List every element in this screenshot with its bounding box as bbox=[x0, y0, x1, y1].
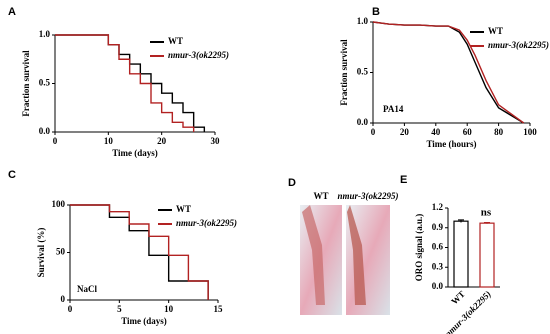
panel-letter: C bbox=[8, 169, 16, 181]
error-bar bbox=[484, 221, 490, 224]
y-axis-label: Survival (%) bbox=[36, 228, 46, 278]
y-tick-label: 0.5 bbox=[39, 78, 51, 88]
panel-letter: A bbox=[8, 6, 16, 18]
x-axis-label: Time (days) bbox=[112, 148, 158, 158]
legend-label: WT bbox=[168, 36, 183, 46]
y-axis-label: Fraction survival bbox=[21, 50, 31, 117]
bar bbox=[479, 222, 495, 288]
survival-curve bbox=[55, 34, 195, 132]
x-tick-label: nmur-3(ok2295) bbox=[443, 289, 493, 334]
x-tick-label: 20 bbox=[400, 127, 410, 137]
y-axis-label: Fraction survival bbox=[339, 39, 349, 106]
error-bar bbox=[458, 219, 464, 223]
x-tick-label: 0 bbox=[371, 127, 376, 137]
legend-label: WT bbox=[176, 204, 191, 214]
x-tick-label: 100 bbox=[523, 127, 537, 137]
x-tick-label: 0 bbox=[68, 304, 73, 314]
panel-letter: D bbox=[288, 177, 296, 189]
legend-label: nmur-3(ok2295) bbox=[488, 40, 549, 50]
y-tick-label: 0.3 bbox=[432, 261, 444, 271]
annotation: ns bbox=[481, 207, 492, 219]
x-tick-label: WT bbox=[449, 289, 467, 307]
x-tick-label: 5 bbox=[117, 304, 122, 314]
legend-label: WT bbox=[488, 26, 503, 36]
y-tick-label: 1.2 bbox=[432, 202, 444, 212]
x-tick-label: 0 bbox=[53, 136, 58, 146]
survival-curve bbox=[70, 204, 209, 300]
annotation: PA14 bbox=[383, 104, 404, 114]
y-tick-label: 0.0 bbox=[432, 281, 444, 291]
x-axis-label: Time (days) bbox=[121, 316, 167, 326]
micrographs bbox=[300, 205, 390, 315]
y-tick-label: 0.0 bbox=[39, 126, 51, 136]
worm-body bbox=[302, 205, 325, 305]
panel-letter: E bbox=[400, 174, 407, 186]
x-tick-label: 30 bbox=[211, 136, 221, 146]
y-tick-label: 0.9 bbox=[432, 222, 444, 232]
x-axis-label: Time (hours) bbox=[426, 139, 476, 149]
annotation: NaCl bbox=[77, 284, 97, 294]
image-label: nmur-3(ok2295) bbox=[337, 191, 398, 201]
x-tick-label: 40 bbox=[431, 127, 441, 137]
y-tick-label: 0.6 bbox=[432, 242, 444, 252]
x-tick-label: 10 bbox=[104, 136, 114, 146]
y-tick-label: 100 bbox=[52, 199, 66, 209]
y-axis-label: ORO signal (a.u.) bbox=[414, 214, 424, 282]
y-tick-label: 1.0 bbox=[357, 16, 369, 26]
bar bbox=[453, 220, 469, 288]
y-tick-label: 1.0 bbox=[39, 29, 51, 39]
y-tick-label: 0.0 bbox=[357, 117, 369, 127]
x-tick-label: 60 bbox=[463, 127, 473, 137]
legend-label: nmur-3(ok2295) bbox=[176, 218, 237, 228]
image-label: WT bbox=[313, 191, 328, 201]
y-tick-label: 0.5 bbox=[357, 67, 369, 77]
x-tick-label: 80 bbox=[494, 127, 504, 137]
y-tick-label: 0 bbox=[61, 294, 66, 304]
worm-body bbox=[347, 205, 366, 305]
survival-curve bbox=[372, 21, 525, 124]
y-tick-label: 50 bbox=[56, 247, 66, 257]
x-tick-label: 10 bbox=[164, 304, 174, 314]
legend-label: nmur-3(ok2295) bbox=[168, 50, 229, 60]
x-tick-label: 15 bbox=[214, 304, 224, 314]
x-tick-label: 20 bbox=[157, 136, 167, 146]
panel-letter: B bbox=[372, 6, 380, 18]
